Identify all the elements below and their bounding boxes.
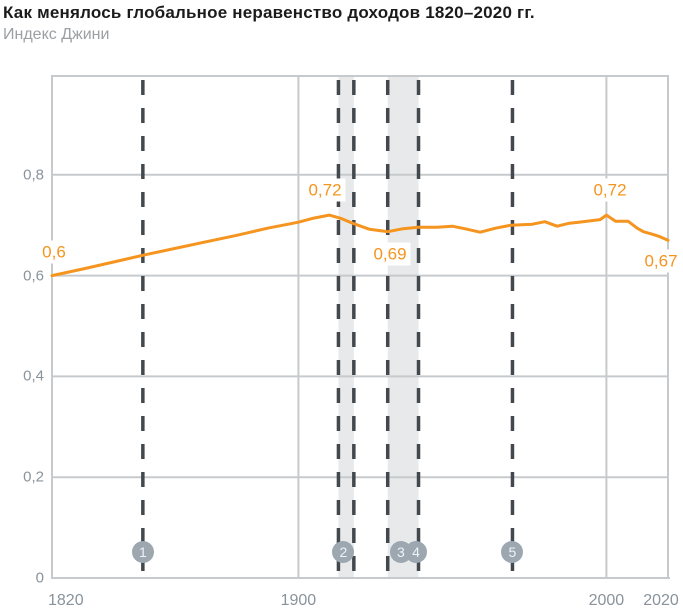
y-tick-label-0,8: 0,8 [23, 166, 44, 184]
event-band-1 [338, 76, 354, 578]
value-label-1: 0,6 [38, 240, 70, 264]
chart-title: Как менялось глобальное неравенство дохо… [3, 3, 535, 22]
y-tick-label-0,4: 0,4 [23, 367, 44, 385]
value-label-3: 0,69 [369, 242, 411, 266]
event-marker-4: 4 [405, 540, 428, 563]
x-tick-label-2020: 2020 [643, 592, 679, 609]
y-tick-label-0: 0 [35, 569, 44, 587]
x-tick-label-1900: 1900 [280, 592, 317, 609]
chart-subtitle: Индекс Джини [3, 26, 110, 43]
event-marker-5: 5 [501, 540, 524, 563]
value-label-5: 0,67 [640, 249, 682, 273]
x-tick-label-1820: 1820 [48, 592, 84, 609]
event-marker-2: 2 [332, 540, 355, 563]
gini-line [50, 213, 670, 278]
x-tick-label-2000: 2000 [588, 592, 625, 609]
event-band-2 [387, 76, 419, 578]
y-tick-label-0,2: 0,2 [23, 468, 44, 486]
value-label-4: 0,72 [589, 178, 631, 202]
y-tick-label-0,6: 0,6 [23, 267, 44, 285]
value-label-2: 0,72 [304, 178, 346, 202]
event-marker-1: 1 [131, 540, 154, 563]
